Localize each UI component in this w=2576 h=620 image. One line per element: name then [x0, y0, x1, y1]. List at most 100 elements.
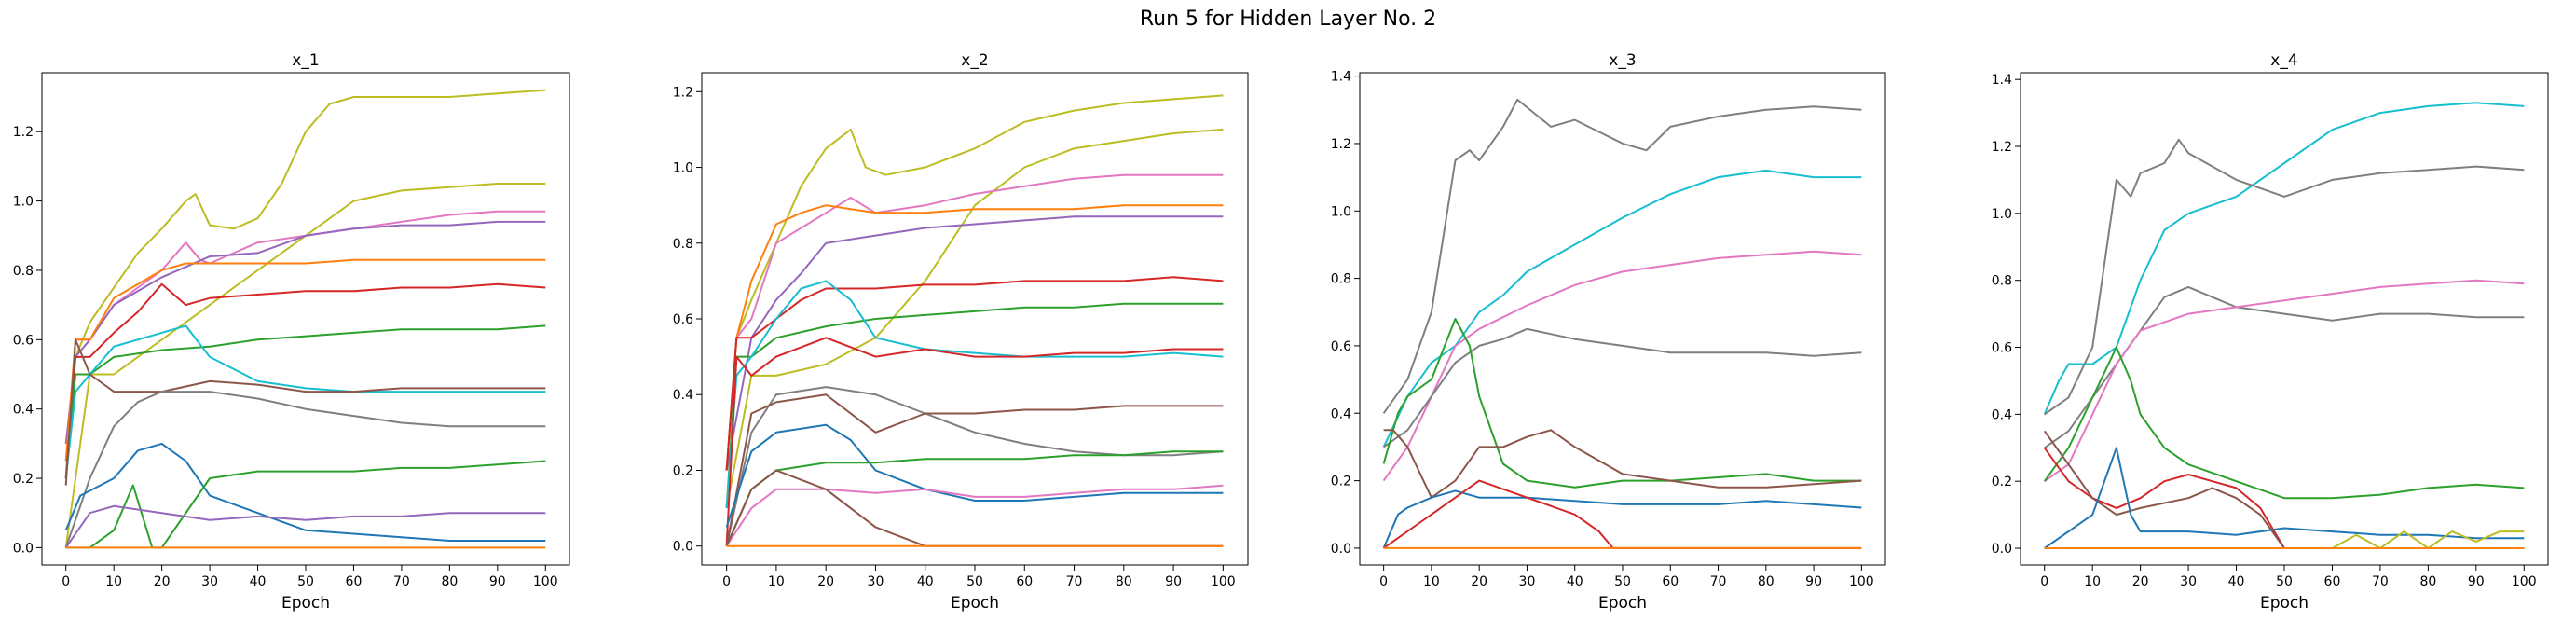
x-tick-label: 50	[2276, 574, 2293, 589]
x-tick-label: 60	[1016, 574, 1033, 589]
subplot-4: 0 10 20 30 40 50 60 70 80 90 100 0.0 0.2 0.4 0.6 0.8 1.0…	[1992, 51, 2549, 613]
series-line-1	[725, 94, 1224, 471]
series-line-4	[64, 220, 546, 445]
subplot-panels: 0 10 20 30 40 50 60 70 80 90 1000.00.20.40.60.81.0…	[13, 51, 2549, 613]
series-line-8	[2044, 447, 2525, 549]
series-line-3	[64, 210, 546, 479]
x-tick-label: 70	[2372, 574, 2389, 589]
subplot-title: x_3	[1609, 51, 1636, 70]
series-line-13	[725, 450, 1224, 547]
x-tick-label: 90	[489, 574, 506, 589]
x-tick-label: 80	[1116, 574, 1132, 589]
x-tick-label: 0	[2040, 574, 2048, 589]
series-line-2	[64, 183, 546, 548]
y-tick-label: 1.0	[1331, 204, 1351, 219]
y-tick-label: 0.4	[673, 388, 693, 403]
series-line-15	[725, 469, 1224, 547]
series-line-14	[725, 484, 1224, 547]
series-line-2	[2044, 138, 2525, 416]
x-tick-label: 20	[154, 574, 171, 589]
x-tick-label: 10	[768, 574, 785, 589]
y-tick-label: 1.2	[673, 85, 693, 100]
x-tick-label: 30	[868, 574, 884, 589]
subplot-3: 0 10 20 30 40 50 60 70 80 90 100 0.0 0.2 0.4 0.6 0.8 1.0…	[1331, 51, 1886, 613]
x-tick-label: 20	[1471, 574, 1487, 589]
y-tick-label: 0.6	[13, 333, 34, 348]
x-tick-label: 40	[250, 574, 267, 589]
y-tick-label: 0.0	[13, 541, 34, 556]
x-tick-label: 10	[2084, 574, 2101, 589]
subplot-1: 0 10 20 30 40 50 60 70 80 90 100 0.0 0.2 0.4 0.6 0.8 1.0…	[13, 51, 570, 613]
x-axis-label: Epoch	[281, 594, 330, 613]
y-tick-label: 0.8	[13, 264, 34, 279]
figure-title: Run 5 for Hidden Layer No. 2	[1140, 7, 1436, 31]
series-line-11	[725, 393, 1224, 546]
series-line-9	[2044, 530, 2525, 549]
series-line-4	[725, 204, 1224, 471]
series-line-5	[725, 215, 1224, 471]
x-tick-label: 90	[1805, 574, 1822, 589]
x-tick-label: 70	[1710, 574, 1727, 589]
y-tick-label: 0.8	[1331, 272, 1351, 287]
axes-frame	[2020, 72, 2549, 566]
x-tick-label: 30	[201, 574, 218, 589]
y-tick-label: 0.6	[1992, 341, 2012, 356]
x-axis-label: Epoch	[2260, 594, 2309, 613]
y-tick-label: 0.0	[673, 540, 693, 555]
y-tick-label: 0.0	[1992, 542, 2012, 557]
y-tick-label: 1.2	[1331, 137, 1351, 152]
x-tick-label: 0	[62, 574, 70, 589]
series-line-11	[64, 442, 546, 542]
x-tick-label: 50	[1614, 574, 1631, 589]
series-line-6	[2043, 447, 2525, 549]
y-tick-label: 0.4	[13, 403, 34, 418]
x-tick-label: 60	[346, 574, 363, 589]
x-tick-label: 80	[1758, 574, 1774, 589]
y-tick-label: 0.6	[673, 312, 693, 327]
x-tick-label: 30	[2180, 574, 2197, 589]
y-tick-label: 0.8	[1992, 274, 2012, 289]
x-axis-label: Epoch	[951, 594, 999, 613]
x-tick-label: 0	[1379, 574, 1388, 589]
series-line-2	[725, 128, 1224, 509]
x-tick-label: 20	[817, 574, 834, 589]
x-tick-label: 40	[917, 574, 934, 589]
x-tick-label: 80	[2419, 574, 2436, 589]
x-tick-label: 40	[2228, 574, 2245, 589]
y-tick-label: 1.2	[13, 125, 34, 140]
series-line-8	[64, 324, 546, 479]
x-tick-label: 50	[966, 574, 983, 589]
series-line-8	[1383, 479, 1862, 549]
y-tick-label: 1.0	[1992, 207, 2012, 222]
x-tick-label: 20	[2132, 574, 2149, 589]
series-line-9	[64, 338, 546, 486]
series-line-12	[725, 423, 1224, 528]
subplot-title: x_2	[961, 51, 988, 70]
x-tick-label: 0	[722, 574, 731, 589]
series-line-1	[64, 89, 546, 479]
x-tick-label: 60	[1662, 574, 1679, 589]
subplot-2: 0 10 20 30 40 50 60 70 80 90 100 0.0 0.2 0.4 0.6 0.8 1.0…	[673, 51, 1249, 613]
series-line-1	[2043, 102, 2525, 415]
series-line-7	[2043, 430, 2525, 549]
x-tick-label: 40	[1567, 574, 1583, 589]
y-tick-label: 0.2	[1992, 475, 2012, 489]
y-tick-label: 1.4	[1331, 70, 1351, 85]
series-line-2	[1382, 169, 1862, 448]
y-tick-label: 0.2	[1331, 475, 1351, 489]
x-tick-label: 100	[1211, 574, 1236, 589]
y-tick-label: 0.6	[1331, 339, 1351, 354]
x-tick-label: 80	[441, 574, 458, 589]
y-tick-label: 0.0	[1331, 542, 1351, 557]
series-line-5	[64, 258, 546, 462]
series-line-6	[1383, 429, 1862, 499]
y-tick-label: 1.4	[1992, 73, 2012, 88]
y-tick-label: 0.4	[1992, 407, 2012, 422]
y-tick-label: 0.2	[673, 463, 693, 478]
series-line-10	[64, 391, 546, 548]
series-line-8	[725, 280, 1224, 509]
series-line-12	[65, 460, 546, 549]
series-line-3	[1382, 250, 1862, 482]
subplot-title: x_4	[2270, 51, 2297, 70]
